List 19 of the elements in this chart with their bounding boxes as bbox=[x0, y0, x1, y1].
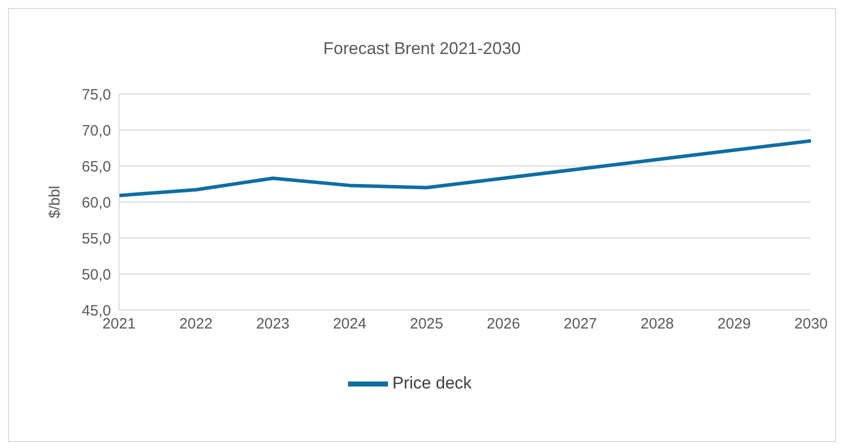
x-tick-label: 2024 bbox=[332, 316, 366, 333]
chart-title: Forecast Brent 2021-2030 bbox=[322, 39, 522, 59]
x-tick-label: 2023 bbox=[256, 316, 290, 333]
x-tick-label: 2025 bbox=[410, 316, 444, 333]
y-tick-label: 60,0 bbox=[82, 194, 111, 212]
line-series bbox=[119, 139, 811, 198]
y-tick-label: 65,0 bbox=[82, 158, 111, 176]
y-tick-label: 75,0 bbox=[82, 86, 111, 104]
x-tick-label: 2030 bbox=[794, 316, 828, 333]
y-tick-label: 50,0 bbox=[82, 266, 111, 284]
y-axis-title: $/bbl bbox=[46, 186, 64, 218]
legend-label: Price deck bbox=[392, 373, 472, 392]
y-tick-label: 70,0 bbox=[82, 122, 111, 140]
y-tick-label: 55,0 bbox=[82, 230, 111, 248]
x-tick-label: 2022 bbox=[179, 316, 213, 333]
x-tick-label: 2027 bbox=[564, 316, 598, 333]
x-tick-label: 2028 bbox=[640, 316, 674, 333]
x-tick-label: 2026 bbox=[486, 316, 520, 333]
x-tick-label: 2029 bbox=[717, 316, 751, 333]
